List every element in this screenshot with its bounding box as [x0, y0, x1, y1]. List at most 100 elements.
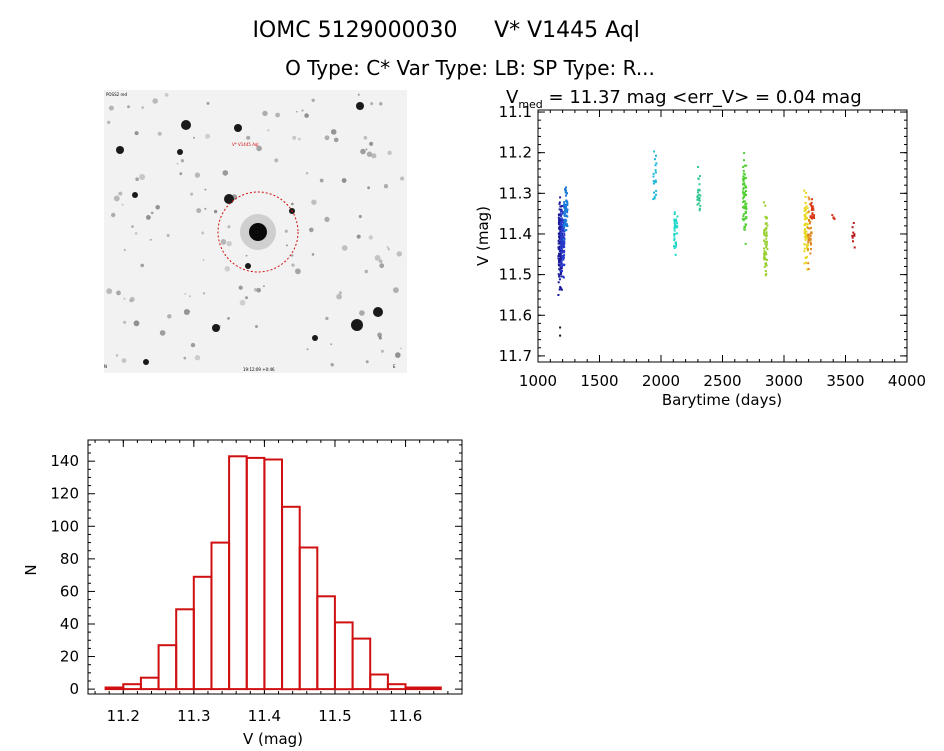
histogram-xtick-label: 11.5 [318, 707, 351, 725]
lightcurve-point [559, 196, 562, 199]
lightcurve-point [558, 219, 561, 221]
lightcurve-point [766, 248, 769, 251]
histogram-bar [210, 541, 231, 691]
lightcurve-point [564, 221, 567, 223]
lightcurve-point [806, 234, 809, 237]
lightcurve-point [699, 175, 701, 178]
lightcurve-point [764, 243, 767, 246]
lightcurve-xtick-label: 1500 [580, 372, 618, 390]
sky-star-bright [245, 263, 251, 269]
lightcurve-point [560, 235, 563, 238]
lightcurve-point [559, 262, 562, 265]
lightcurve-point [560, 238, 563, 240]
lightcurve-point [558, 226, 561, 229]
lightcurve-point [742, 175, 745, 178]
lightcurve-point [673, 234, 676, 237]
histogram-frame [87, 439, 463, 695]
lightcurve-point [810, 209, 813, 211]
lightcurve-point [766, 258, 769, 261]
histogram-bars [104, 455, 442, 691]
sky-star [123, 320, 127, 324]
lightcurve-point [654, 181, 657, 183]
title-star-name: V* V1445 Aql [494, 18, 640, 43]
lightcurve-point [563, 218, 566, 221]
lightcurve-point [743, 182, 746, 185]
lightcurve-point [560, 218, 563, 221]
lightcurve-point [699, 194, 702, 197]
lightcurve-point [563, 204, 566, 207]
sky-star [108, 105, 114, 111]
sky-star [245, 296, 248, 300]
sky-star [183, 309, 190, 315]
lightcurve-point [806, 245, 809, 248]
lightcurve-point [563, 245, 566, 248]
sky-image-panel: POSS2 red V* V1445 Aql 19:12:09 +0:46 N … [104, 90, 407, 373]
lightcurve-point [851, 236, 854, 239]
lightcurve-point [811, 216, 814, 219]
sky-star [220, 239, 227, 245]
lightcurve-point [810, 205, 813, 208]
lightcurve-point [804, 201, 807, 204]
lightcurve-point [560, 242, 563, 245]
lightcurve-point [563, 249, 566, 252]
sky-star [204, 207, 207, 210]
lightcurve-point [563, 263, 566, 266]
lightcurve-point [765, 245, 768, 248]
lightcurve-point [559, 269, 562, 272]
lightcurve-point [564, 191, 567, 194]
lightcurve-point [742, 213, 745, 216]
lightcurve-point [560, 257, 563, 259]
lightcurve-point [563, 234, 566, 237]
lightcurve-point [561, 224, 564, 227]
lightcurve-point [742, 215, 745, 218]
histogram-ytick-label: 40 [60, 615, 79, 633]
lightcurve-point [565, 192, 568, 195]
lightcurve-point [565, 194, 567, 197]
lightcurve-point [743, 200, 745, 203]
lightcurve-point [803, 208, 806, 211]
lightcurve-point [696, 198, 699, 201]
lightcurve-point [810, 201, 813, 204]
histogram-xtick-label: 11.6 [389, 707, 422, 725]
lightcurve-point [807, 248, 809, 251]
lightcurve-xtick-label: 2500 [703, 372, 741, 390]
lightcurve-point [558, 250, 561, 253]
lightcurve-point [765, 231, 768, 234]
sky-star [253, 288, 258, 292]
sky-star-bright [234, 124, 242, 132]
lightcurve-point [566, 208, 569, 211]
lightcurve-point [560, 232, 562, 235]
lightcurve-point [557, 239, 560, 242]
lightcurve-point [654, 169, 657, 172]
lightcurve-point [803, 189, 806, 192]
lightcurve-point [742, 166, 745, 168]
lightcurve-point [763, 232, 766, 235]
histogram-ytick-label: 120 [50, 485, 79, 503]
sky-star [379, 102, 383, 106]
lightcurve-point [745, 164, 748, 167]
sky-star [369, 141, 374, 146]
sky-star [204, 188, 207, 191]
sky-star [400, 347, 402, 350]
sky-star [262, 110, 268, 117]
sky-star [285, 244, 288, 247]
lightcurve-point [763, 255, 766, 258]
image-label-survey: POSS2 red [106, 92, 127, 97]
lightcurve-point [674, 219, 677, 222]
lightcurve-point [743, 176, 746, 179]
lightcurve-point [655, 193, 657, 196]
lightcurve-point [741, 178, 744, 181]
image-label-north: N [104, 364, 107, 369]
lightcurve-point [696, 194, 699, 197]
sky-star [224, 266, 231, 272]
lightcurve-point [676, 215, 679, 218]
lightcurve-point [812, 208, 815, 211]
lightcurve-point [698, 197, 701, 200]
lightcurve-point [674, 224, 677, 227]
image-label-target: V* V1445 Aql [232, 142, 259, 147]
sky-star [275, 112, 280, 118]
lightcurve-xtick-label: 2000 [642, 372, 680, 390]
lightcurve-ylabel: V (mag) [474, 206, 492, 266]
lightcurve-point [558, 275, 561, 278]
sky-star [140, 263, 144, 268]
